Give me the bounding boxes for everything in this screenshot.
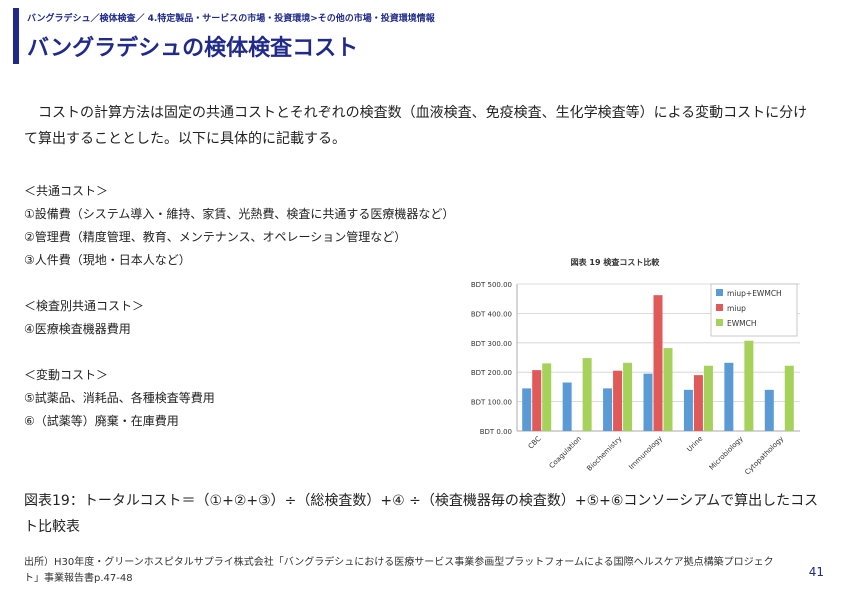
bar-ewmch bbox=[703, 365, 713, 431]
y-tick-label: BDT 0.00 bbox=[480, 428, 512, 436]
page-number: 41 bbox=[808, 565, 824, 579]
y-tick-label: BDT 400.00 bbox=[471, 310, 512, 318]
bar-ewmch bbox=[542, 363, 552, 431]
figure-caption: 図表19：トータルコスト＝（①+②+③）÷（総検査数）+④ ÷（検査機器毎の検査… bbox=[24, 493, 819, 535]
bar-miupewmch bbox=[683, 389, 693, 431]
list-item: ④医療検査機器費用 bbox=[24, 322, 131, 336]
bar-miupewmch bbox=[643, 373, 653, 431]
variable-cost-header: ＜変動コスト＞ bbox=[24, 368, 109, 382]
x-tick-label: Immunology bbox=[627, 435, 664, 472]
x-tick-label: Cytopathology bbox=[743, 435, 785, 477]
chart-title: 図表 19 検査コスト比較 bbox=[571, 257, 661, 267]
bar-ewmch bbox=[582, 358, 592, 431]
x-tick-label: Coagulation bbox=[548, 435, 583, 470]
legend-swatch bbox=[716, 319, 723, 326]
x-tick-label: Microbiology bbox=[708, 435, 745, 472]
page-title: バングラデシュの検体検査コスト bbox=[27, 36, 359, 61]
bar-ewmch bbox=[744, 340, 754, 431]
legend-label: miup+EWMCH bbox=[727, 289, 782, 298]
y-tick-label: BDT 500.00 bbox=[471, 281, 512, 289]
source-note: 出所）H30年度・グリーンホスピタルサプライ株式会社「バングラデシュにおける医療… bbox=[24, 557, 774, 584]
list-item: ⑤試薬品、消耗品、各種検査等費用 bbox=[24, 391, 215, 405]
bar-miupewmch bbox=[603, 388, 613, 431]
bar-miupewmch bbox=[522, 388, 532, 431]
y-tick-label: BDT 100.00 bbox=[471, 399, 512, 407]
x-tick-label: Biochemistry bbox=[585, 435, 623, 473]
bar-miupewmch bbox=[764, 389, 774, 431]
y-tick-label: BDT 200.00 bbox=[471, 369, 512, 377]
bar-miupewmch bbox=[562, 382, 572, 431]
cost-list: ＜共通コスト＞ ①設備費（システム導入・維持、家賃、光熱費、検査に共通する医療機… bbox=[24, 180, 454, 433]
legend-label: miup bbox=[727, 304, 746, 313]
bar-miup bbox=[532, 370, 542, 431]
list-item: ⑥（試薬等）廃棄・在庫費用 bbox=[24, 414, 179, 428]
x-tick-label: CBC bbox=[527, 435, 543, 451]
list-item: ③人件費（現地・日本人など） bbox=[24, 253, 191, 267]
per-test-cost-header: ＜検査別共通コスト＞ bbox=[24, 299, 145, 313]
chart-svg: 図表 19 検査コスト比較 BDT 0.00 BDT 100.00 BDT 200.0… bbox=[471, 257, 800, 477]
legend-label: EWMCH bbox=[727, 319, 757, 328]
bar-ewmch bbox=[663, 348, 673, 431]
bar-ewmch bbox=[784, 365, 794, 431]
bar-miup bbox=[693, 375, 703, 431]
intro-paragraph: コストの計算方法は固定の共通コストとそれぞれの検査数（血液検査、免疫検査、生化学… bbox=[24, 105, 808, 147]
breadcrumb: バングラデシュ／検体検査／ 4.特定製品・サービスの市場・投資環境>その他の市場… bbox=[27, 14, 435, 24]
legend-swatch bbox=[716, 304, 723, 311]
bar-ewmch bbox=[623, 362, 633, 431]
bar-miupewmch bbox=[724, 362, 734, 431]
bar-miup bbox=[613, 370, 623, 431]
y-tick-label: BDT 300.00 bbox=[471, 340, 512, 348]
legend-box bbox=[710, 283, 798, 337]
list-item: ②管理費（精度管理、教育、メンテナンス、オペレーション管理など） bbox=[24, 230, 407, 244]
bar-miup bbox=[653, 295, 663, 431]
common-cost-header: ＜共通コスト＞ bbox=[24, 184, 109, 198]
cost-comparison-chart: 図表 19 検査コスト比較 BDT 0.00 BDT 100.00 BDT 200.0… bbox=[445, 250, 805, 480]
x-tick-label: Urine bbox=[685, 435, 704, 454]
legend-swatch bbox=[716, 289, 723, 296]
title-accent-bar bbox=[13, 8, 19, 64]
list-item: ①設備費（システム導入・維持、家賃、光熱費、検査に共通する医療機器など） bbox=[24, 207, 455, 221]
